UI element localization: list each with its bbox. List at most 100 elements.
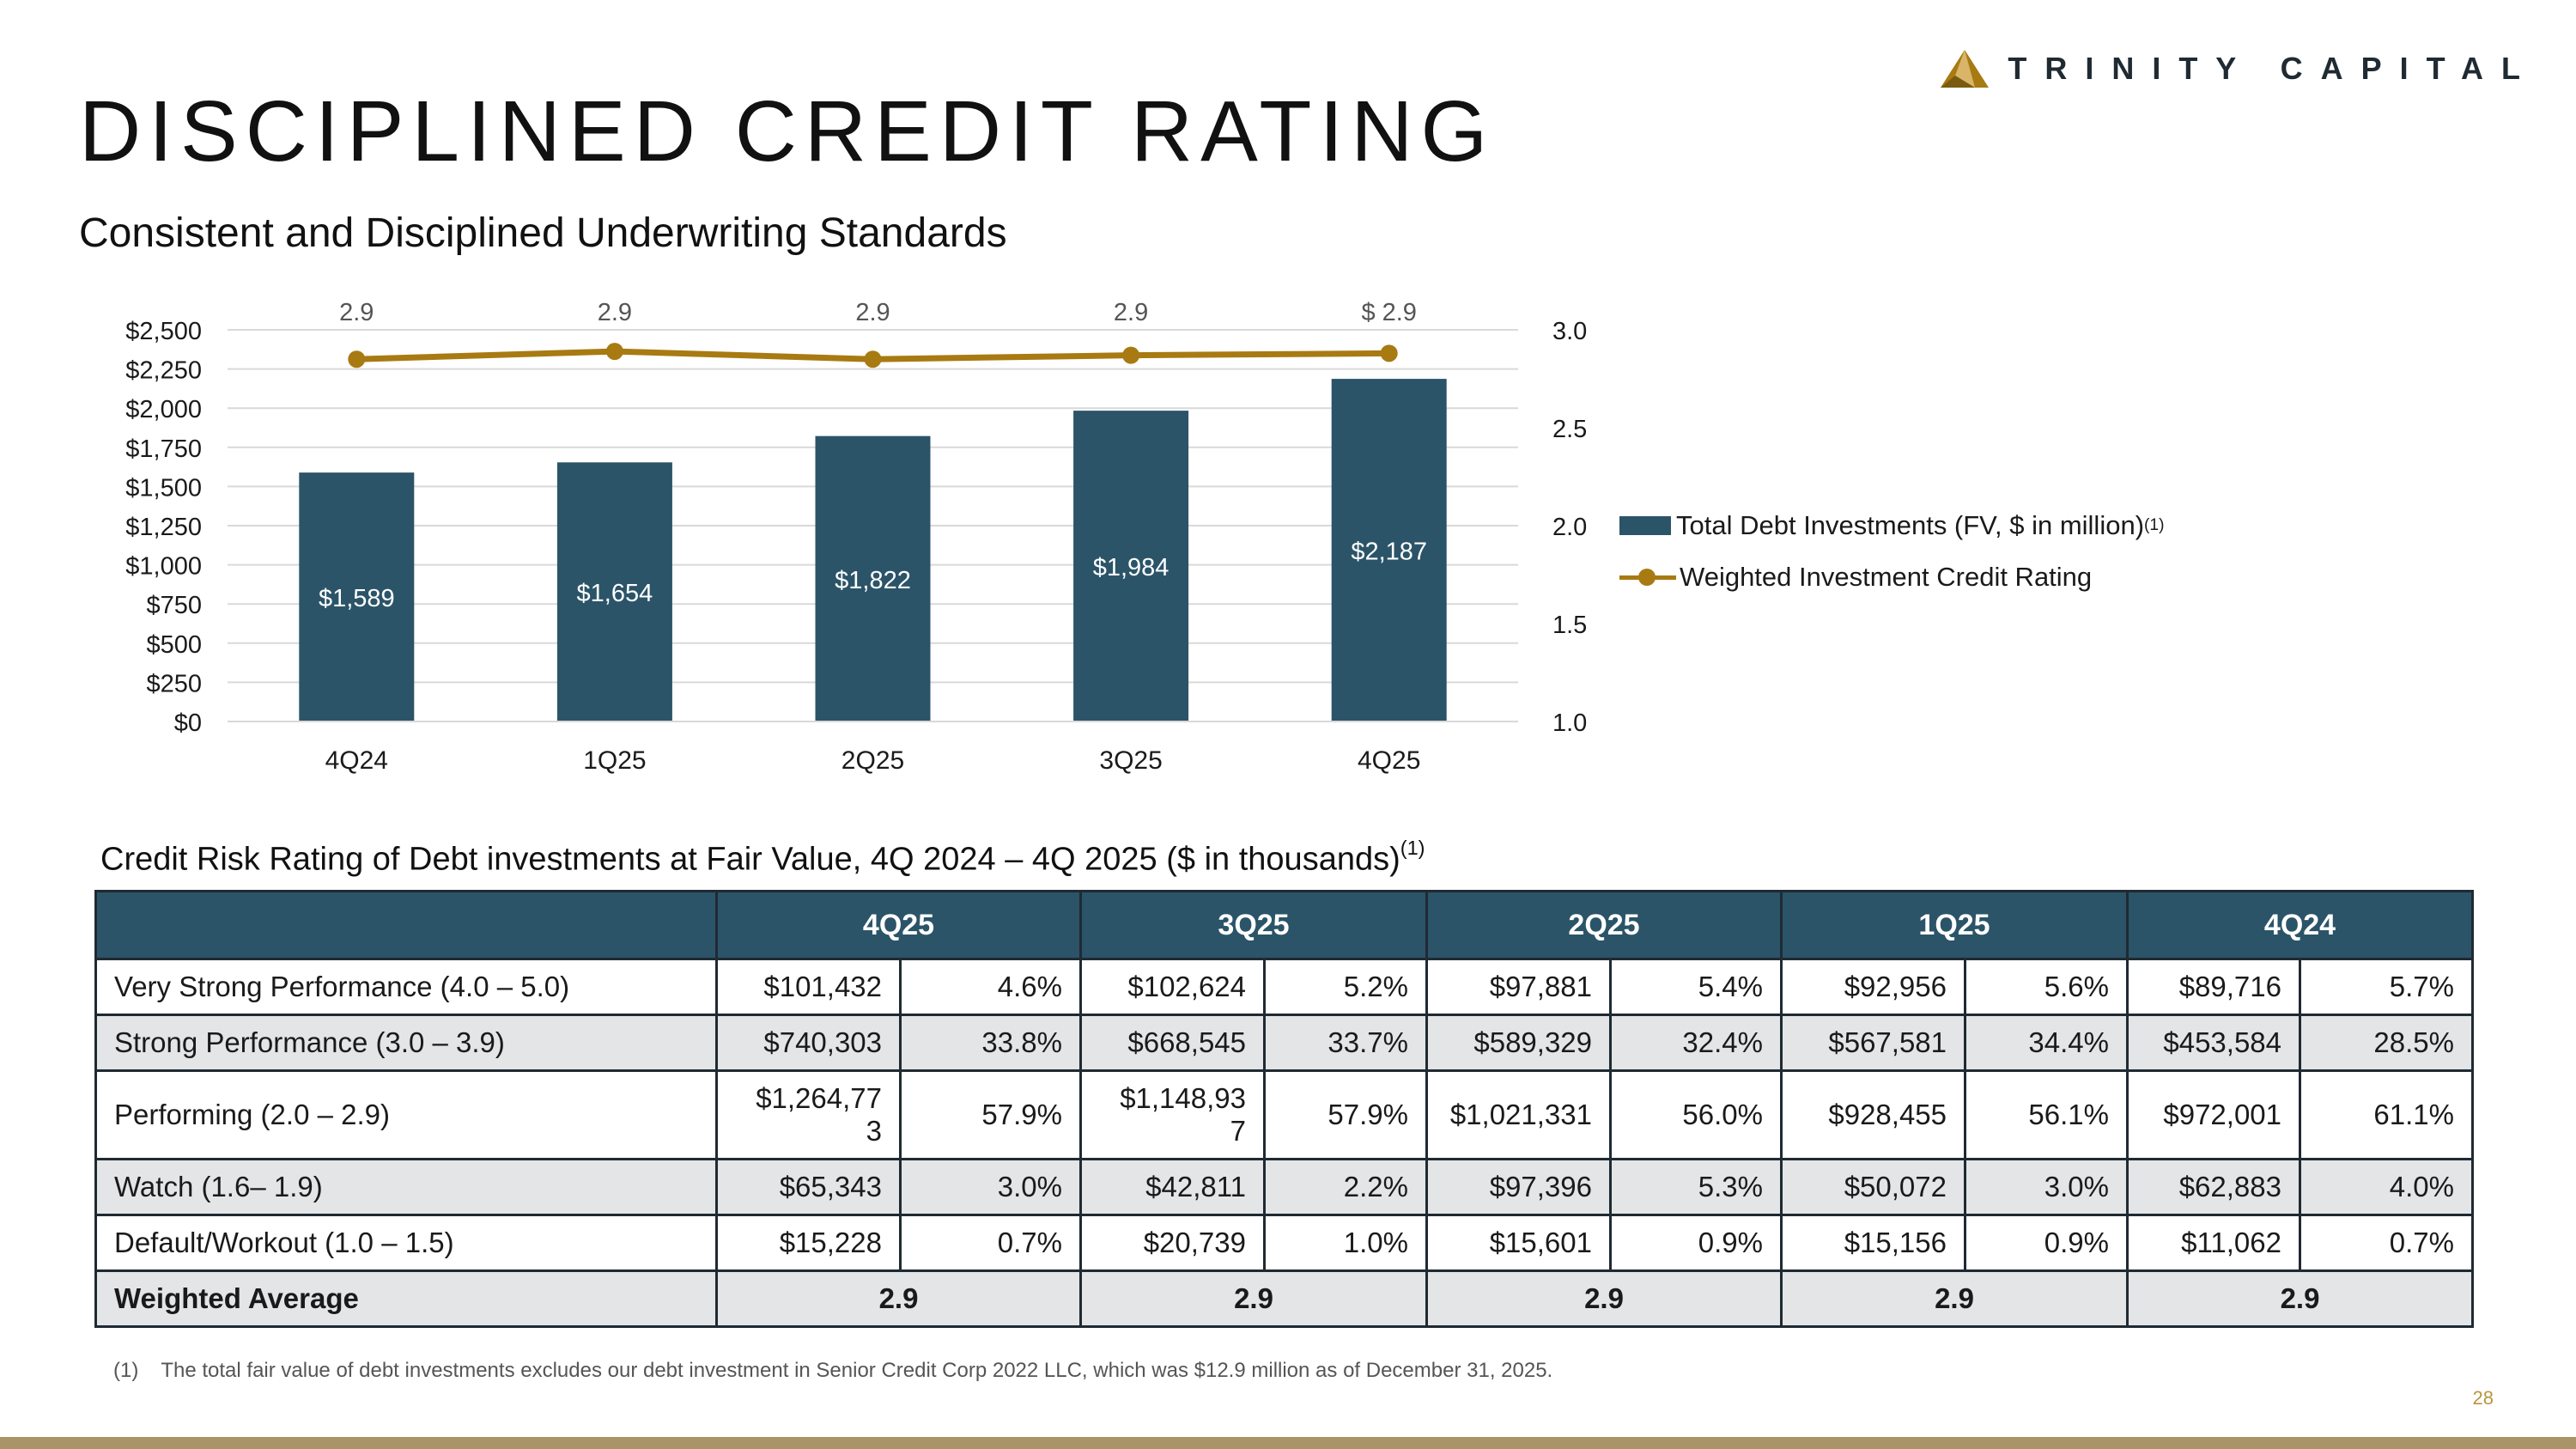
rating-data-label: 2.9 — [855, 299, 890, 326]
y-left-tick-label: $1,250 — [125, 514, 202, 541]
percent-cell: 56.1% — [1964, 1069, 2129, 1160]
percent-cell: 57.9% — [1263, 1069, 1428, 1160]
legend-bar-swatch — [1619, 516, 1671, 535]
column-header: 3Q25 — [1079, 890, 1428, 960]
percent-cell: 33.7% — [1263, 1014, 1428, 1072]
amount-cell: $65,343 — [715, 1158, 902, 1216]
rating-data-label: 2.9 — [598, 299, 632, 326]
rating-data-label: $ 2.9 — [1361, 299, 1417, 326]
y-right-tick-label: 1.0 — [1552, 709, 1587, 737]
y-right-tick-label: 1.5 — [1552, 612, 1587, 639]
percent-cell: 5.4% — [1609, 958, 1783, 1016]
amount-cell: $1,264,77 3 — [715, 1069, 902, 1160]
bar — [1331, 379, 1447, 721]
percent-cell: 61.1% — [2299, 1069, 2474, 1160]
footnote-marker: (1) — [113, 1359, 139, 1382]
table-row: Strong Performance (3.0 – 3.9) $740,303 33… — [94, 1014, 2474, 1072]
amount-cell: $972,001 — [2126, 1069, 2301, 1160]
bar — [1073, 411, 1189, 721]
bar-data-label: $2,187 — [1351, 539, 1427, 566]
footnote-text: The total fair value of debt investments… — [161, 1359, 1553, 1382]
page-number: 28 — [2472, 1387, 2494, 1409]
column-header: 1Q25 — [1780, 890, 2129, 960]
amount-cell: $11,062 — [2126, 1214, 2301, 1272]
legend-line-label: Weighted Investment Credit Rating — [1680, 562, 2093, 592]
amount-cell: $740,303 — [715, 1014, 902, 1072]
percent-cell: 0.9% — [1609, 1214, 1783, 1272]
table-row: Very Strong Performance (4.0 – 5.0) $101,… — [94, 958, 2474, 1016]
y-left-tick-label: $1,500 — [125, 474, 202, 502]
row-label: Performing (2.0 – 2.9) — [94, 1069, 718, 1160]
bar-data-label: $1,822 — [835, 567, 911, 594]
amount-cell: $668,545 — [1079, 1014, 1266, 1072]
column-header: 4Q24 — [2126, 890, 2474, 960]
brand-name: TRINITY CAPITAL — [2008, 51, 2538, 86]
amount-cell: $20,739 — [1079, 1214, 1266, 1272]
bottom-band — [0, 1437, 2576, 1449]
percent-cell: 33.8% — [899, 1014, 1082, 1072]
amount-cell: $102,624 — [1079, 958, 1266, 1016]
weighted-average-row: Weighted Average 2.9 2.9 2.9 2.9 2.9 — [94, 1269, 2474, 1328]
weighted-average-cell: 2.9 — [715, 1269, 1082, 1328]
amount-cell: $1,021,331 — [1425, 1069, 1612, 1160]
credit-risk-table: 4Q25 3Q25 2Q25 1Q25 4Q24 Very Strong Per… — [94, 890, 2474, 1328]
x-tick-label: 4Q24 — [325, 746, 388, 775]
amount-cell: $62,883 — [2126, 1158, 2301, 1216]
amount-cell: $97,881 — [1425, 958, 1612, 1016]
amount-cell: $15,601 — [1425, 1214, 1612, 1272]
bar — [815, 435, 931, 721]
amount-cell: $15,156 — [1780, 1214, 1966, 1272]
page-subtitle: Consistent and Disciplined Underwriting … — [79, 210, 1007, 256]
amount-cell: $101,432 — [715, 958, 902, 1016]
amount-cell: $92,956 — [1780, 958, 1966, 1016]
amount-cell: $453,584 — [2126, 1014, 2301, 1072]
percent-cell: 28.5% — [2299, 1014, 2474, 1072]
footnote: (1) The total fair value of debt investme… — [113, 1359, 1552, 1383]
y-left-tick-label: $2,500 — [125, 318, 202, 345]
percent-cell: 4.0% — [2299, 1158, 2474, 1216]
amount-cell: $589,329 — [1425, 1014, 1612, 1072]
percent-cell: 2.2% — [1263, 1158, 1428, 1216]
percent-cell: 3.0% — [1964, 1158, 2129, 1216]
weighted-average-cell: 2.9 — [1780, 1269, 2129, 1328]
row-label: Default/Workout (1.0 – 1.5) — [94, 1214, 718, 1272]
amount-cell: $15,228 — [715, 1214, 902, 1272]
percent-cell: 57.9% — [899, 1069, 1082, 1160]
legend-bar-label: Total Debt Investments (FV, $ in million… — [1676, 510, 2145, 540]
table-row: Default/Workout (1.0 – 1.5) $15,228 0.7% $2… — [94, 1214, 2474, 1272]
y-left-tick-label: $1,000 — [125, 553, 202, 581]
table-caption-footnote: (1) — [1400, 837, 1425, 859]
y-left-tick-label: $0 — [174, 709, 202, 737]
bar-data-label: $1,589 — [319, 585, 395, 612]
bar — [556, 462, 672, 721]
y-right-tick-label: 2.0 — [1552, 514, 1587, 541]
percent-cell: 0.7% — [899, 1214, 1082, 1272]
weighted-average-label: Weighted Average — [94, 1269, 718, 1328]
page-title: DISCIPLINED CREDIT RATING — [79, 83, 1496, 180]
legend-bar-footnote: (1) — [2144, 516, 2165, 534]
y-left-tick-label: $750 — [146, 592, 202, 619]
weighted-average-cell: 2.9 — [2126, 1269, 2474, 1328]
amount-cell: $1,148,93 7 — [1079, 1069, 1266, 1160]
percent-cell: 1.0% — [1263, 1214, 1428, 1272]
bar — [299, 472, 415, 721]
amount-cell: $97,396 — [1425, 1158, 1612, 1216]
percent-cell: 3.0% — [899, 1158, 1082, 1216]
amount-cell: $567,581 — [1780, 1014, 1966, 1072]
bar-data-label: $1,654 — [577, 580, 653, 607]
weighted-average-cell: 2.9 — [1425, 1269, 1783, 1328]
debt-investments-chart: $0 $250 $500 $750 $1,000 $1,250 $1,500 $1,750 $2… — [125, 299, 1587, 775]
rating-point — [1122, 346, 1140, 364]
chart-legend: Total Debt Investments (FV, $ in million… — [1619, 500, 2165, 603]
amount-cell: $50,072 — [1780, 1158, 1966, 1216]
percent-cell: 0.7% — [2299, 1214, 2474, 1272]
x-tick-label: 3Q25 — [1099, 746, 1162, 775]
rating-point — [348, 350, 366, 368]
table-caption-text: Credit Risk Rating of Debt investments a… — [100, 841, 1400, 878]
column-header: 2Q25 — [1425, 890, 1783, 960]
row-label: Strong Performance (3.0 – 3.9) — [94, 1014, 718, 1072]
y-right-tick-label: 2.5 — [1552, 416, 1587, 443]
percent-cell: 5.6% — [1964, 958, 2129, 1016]
table-header-blank — [94, 890, 718, 960]
table-row: Performing (2.0 – 2.9) $1,264,77 3 57.9% $1… — [94, 1069, 2474, 1160]
